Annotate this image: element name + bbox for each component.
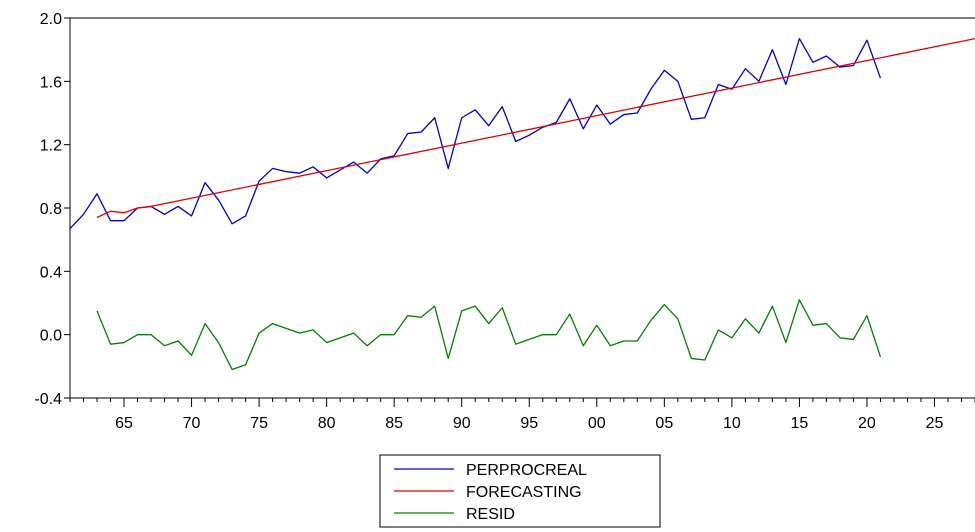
y-tick-label: 1.6 (40, 74, 62, 91)
x-tick-label: 05 (655, 415, 673, 432)
x-tick-label: 65 (115, 415, 133, 432)
series-line-forecasting (96, 37, 975, 219)
x-tick-label: 90 (453, 415, 471, 432)
y-tick-label: 2.0 (40, 11, 62, 28)
legend-label-forecasting: FORECASTING (466, 484, 582, 501)
legend-label-perprocreal: PERPROCREAL (466, 462, 587, 479)
x-tick-label: 10 (723, 415, 741, 432)
x-tick-label: 25 (926, 415, 944, 432)
y-tick-label: 0.4 (40, 264, 62, 281)
y-tick-label: 0.0 (40, 328, 62, 345)
x-tick-label: 00 (588, 415, 606, 432)
y-tick-label: 1.2 (40, 138, 62, 155)
series-line-perprocreal (69, 37, 882, 230)
plot-area (69, 17, 975, 399)
x-tick-label: 95 (520, 415, 538, 432)
x-tick-label: 20 (858, 415, 876, 432)
y-tick-label: -0.4 (34, 391, 62, 408)
x-tick-label: 85 (385, 415, 403, 432)
legend: PERPROCREAL FORECASTING RESID (379, 454, 661, 528)
x-tick-label: 75 (250, 415, 268, 432)
legend-label-resid: RESID (466, 506, 515, 523)
x-axis-ticks: 65 70 75 80 85 90 95 00 05 10 15 20 25 (69, 398, 975, 432)
series-line-resid (96, 299, 882, 371)
x-tick-label: 70 (183, 415, 201, 432)
series-layer (69, 37, 975, 371)
x-tick-label: 15 (791, 415, 809, 432)
x-tick-label: 80 (318, 415, 336, 432)
y-axis-ticks: 2.0 1.6 1.2 0.8 0.4 0.0 -0.4 (34, 11, 70, 408)
y-tick-label: 0.8 (40, 201, 62, 218)
